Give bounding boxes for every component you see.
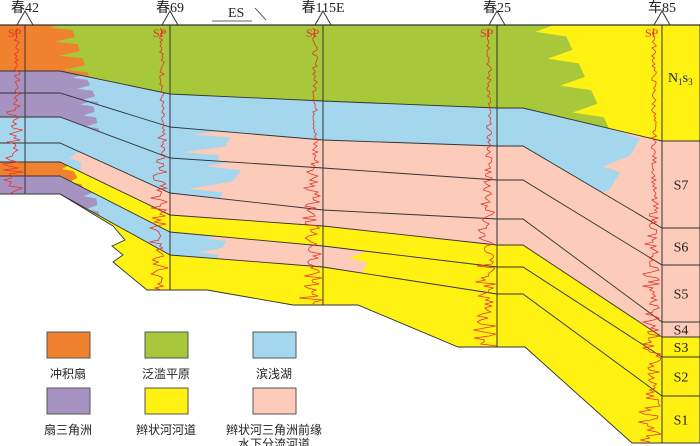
legend-label: 冲积扇 xyxy=(50,366,86,381)
top-unit-label: N1s3 xyxy=(668,71,693,87)
legend-item-lake: 滨浅湖 xyxy=(252,331,297,381)
section-base-line xyxy=(0,193,700,444)
legend-swatch xyxy=(46,331,91,359)
strata-unit-label: S6 xyxy=(674,241,689,256)
horizon-line xyxy=(0,92,700,229)
sp-curve xyxy=(473,27,497,347)
legend-label: 滨浅湖 xyxy=(256,366,292,381)
curve-label: SP xyxy=(645,26,659,40)
well-symbol-icon xyxy=(161,9,179,26)
well-4[interactable]: 春25 SP xyxy=(473,0,511,347)
well-name: 春69 xyxy=(156,0,184,16)
direction-indicator: ES xyxy=(212,6,267,22)
legend-swatch xyxy=(144,387,189,415)
horizon-line xyxy=(0,193,700,397)
well-symbol-icon xyxy=(16,9,34,26)
sp-curve xyxy=(638,27,663,443)
horizon-line xyxy=(0,161,700,338)
legend-label: 泛滥平原 xyxy=(142,367,190,381)
facies-braided xyxy=(535,25,700,141)
well-name: 春42 xyxy=(11,0,39,16)
strata-column: S7 S6 S5 S4 S3 S2 S1 xyxy=(662,25,700,444)
direction-label: ES xyxy=(228,6,244,21)
horizon-line xyxy=(0,116,700,266)
legend-label: 扇三角洲 xyxy=(44,422,92,437)
strata-unit-label: S2 xyxy=(674,371,689,386)
horizon-line xyxy=(0,142,700,323)
well-name: 春25 xyxy=(483,0,511,16)
horizon-line xyxy=(0,70,700,142)
well-symbol-icon xyxy=(488,9,506,26)
strata-unit-label: S5 xyxy=(674,288,689,303)
legend-item-braided: 辫状河河道 xyxy=(136,387,196,437)
well-name: 车85 xyxy=(648,0,676,16)
direction-arrow-icon xyxy=(254,7,267,21)
horizon-lines xyxy=(0,24,700,444)
legend-item-alluvial: 冲积扇 xyxy=(46,331,91,381)
well-3[interactable]: 春115E SP xyxy=(299,0,345,305)
legend-label: 辫状河三角洲前缘 xyxy=(226,422,322,437)
sp-curve xyxy=(148,27,169,291)
legend-item-fandelta: 扇三角洲 xyxy=(44,387,92,437)
legend-item-flood: 泛滥平原 xyxy=(142,331,190,381)
curve-label: SP xyxy=(306,26,320,40)
curve-label: SP xyxy=(153,26,167,40)
legend-swatch xyxy=(252,387,297,415)
svg-text:N1s3: N1s3 xyxy=(668,71,693,87)
legend-label: 辫状河河道 xyxy=(136,423,196,437)
well-symbol-icon xyxy=(653,9,671,26)
strata-unit-label: S3 xyxy=(674,341,689,356)
strata-unit-label: S4 xyxy=(674,324,689,339)
sp-curve xyxy=(2,27,24,195)
legend-label-line2: 水下分流河道 xyxy=(238,437,310,446)
legend-swatch xyxy=(252,331,297,359)
well-5[interactable]: 车85 SP xyxy=(638,0,676,443)
curve-label: SP xyxy=(480,26,494,40)
strata-unit-label: S7 xyxy=(674,179,689,194)
well-symbol-icon xyxy=(314,9,332,26)
sp-curve xyxy=(299,27,324,305)
legend-swatch xyxy=(46,387,91,415)
strata-unit-label: S1 xyxy=(674,414,689,429)
legend-swatch xyxy=(144,331,189,359)
well-2[interactable]: 春69 SP xyxy=(148,0,184,291)
horizon-line xyxy=(0,175,700,358)
well-name: 春115E xyxy=(301,0,344,16)
